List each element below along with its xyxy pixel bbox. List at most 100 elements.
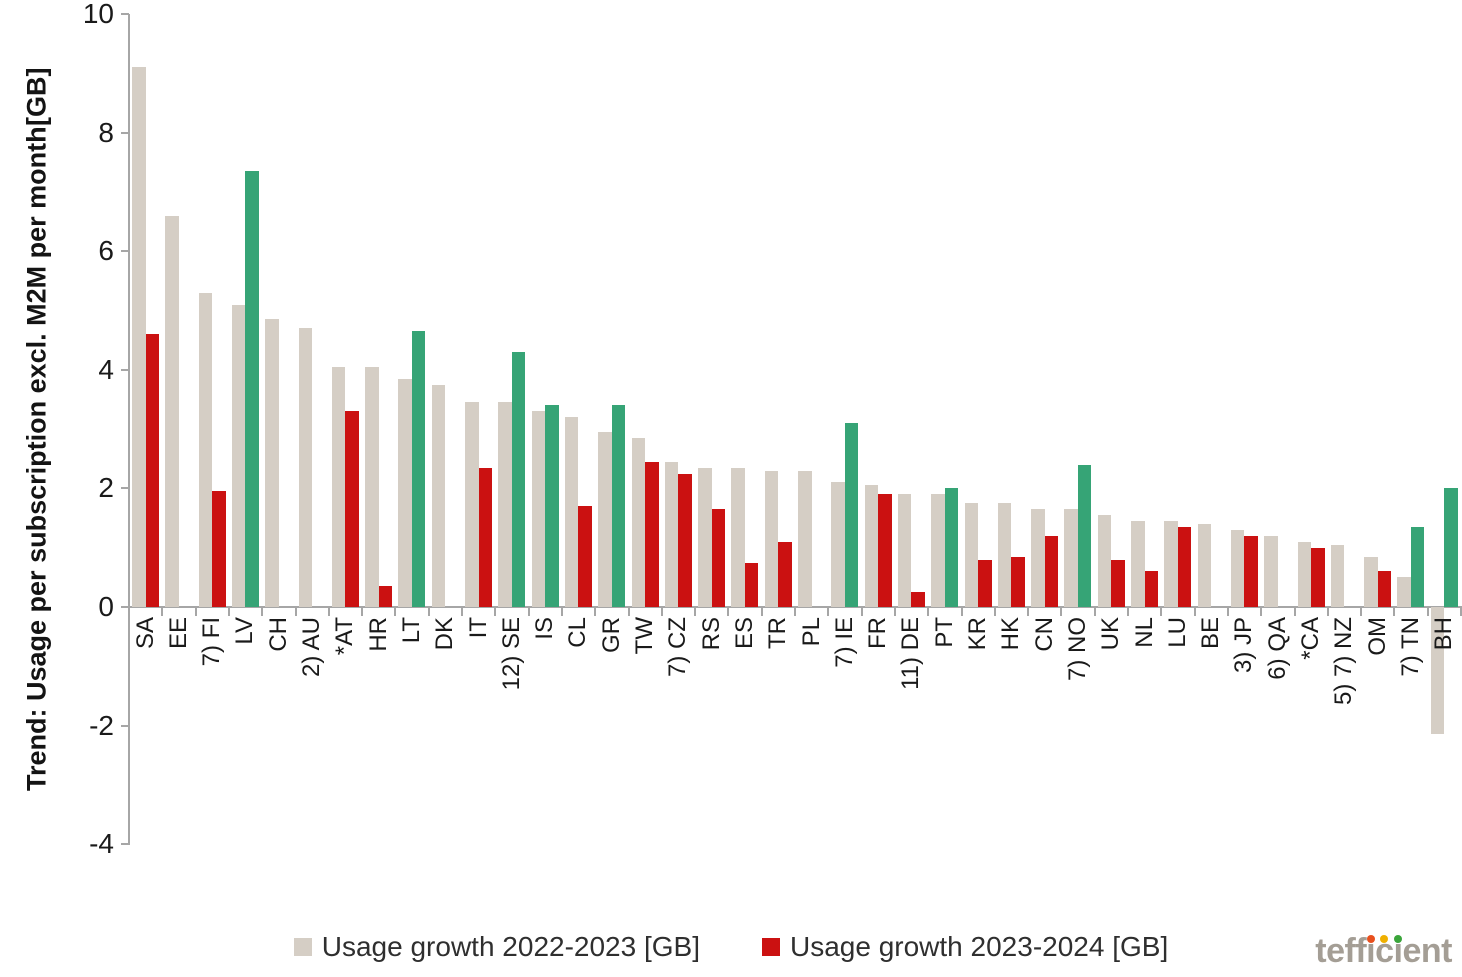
bar-2023-2024-KR	[978, 559, 992, 607]
y-tick-label: 4	[98, 353, 114, 385]
x-category-label: 3) JP	[1230, 617, 1258, 674]
logo-dot-red	[1366, 935, 1375, 943]
y-tick-label: -2	[89, 709, 114, 741]
x-category-label: PT	[930, 617, 958, 648]
bar-2022-2023-DK	[431, 384, 446, 607]
bar-2023-2024-PT	[944, 488, 959, 607]
bar-2022-2023-PT	[931, 494, 945, 607]
y-axis-title-line1: Trend: Usage per subscription excl. M2M …	[21, 125, 52, 791]
bar-2023-2024-SA	[145, 334, 159, 607]
x-category-label: 7) TN	[1396, 617, 1424, 677]
x-axis-tick	[760, 608, 763, 616]
logo-letter-i2: ı	[1393, 932, 1403, 970]
bar-2023-2024-NL	[1144, 571, 1158, 607]
x-axis-tick	[527, 608, 530, 616]
x-category-label: 7) CZ	[664, 617, 692, 677]
x-category-label: IT	[464, 617, 492, 639]
x-category-label: TR	[764, 617, 792, 649]
bar-2022-2023-TW	[631, 437, 645, 607]
x-axis-tick	[694, 608, 697, 616]
y-axis-tick	[121, 250, 129, 253]
x-axis-tick	[594, 608, 597, 616]
bar-2022-2023-IS	[531, 411, 546, 607]
bar-2023-2024-ES	[744, 562, 759, 607]
bar-2022-2023-CH	[265, 319, 279, 607]
x-category-label: PL	[797, 617, 825, 647]
logo-letter-c: c	[1375, 932, 1394, 970]
bar-2023-2024-TR	[778, 541, 792, 607]
x-category-label: GR	[597, 617, 625, 653]
bar-2023-2024-7) FI	[212, 491, 226, 607]
logo-dot-yellow	[1380, 935, 1389, 943]
x-axis-tick	[394, 608, 397, 616]
x-category-label: *AT	[331, 617, 359, 656]
x-category-label: LU	[1163, 617, 1191, 648]
x-axis-tick	[827, 608, 830, 616]
bar-2023-2024-RS	[711, 509, 726, 607]
x-category-label: *CA	[1297, 617, 1324, 660]
y-tick-label: 2	[98, 472, 114, 504]
x-category-label: OM	[1363, 617, 1391, 656]
bar-2022-2023-12) SE	[498, 402, 512, 607]
x-category-label: NL	[1130, 617, 1158, 648]
bar-2023-2024-UK	[1111, 559, 1125, 607]
x-axis-tick	[494, 608, 497, 616]
bar-2022-2023-7) NO	[1064, 509, 1078, 607]
bar-2023-2024-3) JP	[1244, 535, 1258, 607]
x-axis-tick	[1193, 608, 1196, 616]
x-axis-tick	[893, 608, 896, 616]
x-category-label: 6) QA	[1263, 617, 1291, 680]
x-axis-tick	[227, 608, 230, 616]
bar-2022-2023-SA	[132, 67, 146, 607]
x-axis-tick	[1360, 608, 1363, 616]
bar-2022-2023-RS	[698, 467, 712, 607]
x-category-label: HR	[364, 617, 392, 652]
bar-2023-2024-CL	[578, 506, 592, 607]
x-category-label: CL	[564, 617, 592, 648]
x-category-label: EE	[164, 617, 192, 650]
x-axis-tick	[1060, 608, 1063, 616]
x-axis-tick	[1226, 608, 1229, 616]
bar-2023-2024-7) NO	[1077, 464, 1092, 607]
bar-2023-2024-LT	[411, 331, 426, 607]
x-axis-tick	[194, 608, 197, 616]
x-category-label: BE	[1197, 617, 1225, 650]
legend-label-2022-2023: Usage growth 2022-2023 [GB]	[321, 931, 700, 962]
tefficient-logo: teffı c ı ent	[1315, 931, 1452, 971]
bar-2023-2024-7) TN	[1410, 526, 1425, 607]
bar-2022-2023-GR	[598, 432, 612, 607]
legend: Usage growth 2022-2023 [GB] Usage growth…	[0, 932, 1462, 962]
bar-2023-2024-LV	[245, 171, 259, 607]
x-axis-tick	[361, 608, 364, 616]
bar-2023-2024-HK	[1011, 556, 1025, 607]
bar-2022-2023-NL	[1131, 521, 1145, 607]
x-axis-tick	[461, 608, 463, 616]
x-category-label: CN	[1030, 617, 1058, 652]
x-axis-tick	[261, 608, 264, 616]
x-category-label: 7) IE	[830, 617, 858, 668]
bar-2022-2023-7) CZ	[664, 461, 679, 607]
legend-item-2022-2023: Usage growth 2022-2023 [GB]	[293, 931, 700, 962]
x-axis-tick	[327, 608, 330, 616]
y-axis-tick	[121, 843, 129, 846]
x-category-label: ES	[730, 617, 758, 650]
bar-2023-2024-TW	[645, 461, 659, 607]
x-category-label: IS	[531, 617, 559, 640]
x-axis-tick	[960, 608, 963, 616]
bar-2022-2023-EE	[165, 215, 179, 607]
x-axis-tick	[1293, 608, 1296, 616]
x-axis-tick	[1160, 608, 1163, 616]
bar-2023-2024-HR	[378, 586, 393, 607]
bar-2022-2023-CN	[1031, 509, 1045, 607]
x-axis-tick	[860, 608, 863, 616]
x-category-label: 7) NO	[1063, 617, 1091, 682]
bar-2022-2023-BE	[1197, 523, 1212, 607]
bar-2022-2023-CL	[564, 417, 579, 607]
x-category-label: LT	[397, 617, 425, 644]
x-axis-tick	[1326, 608, 1329, 616]
x-axis-tick	[294, 608, 297, 616]
bar-2022-2023-LT	[398, 378, 412, 607]
bar-2022-2023-TR	[764, 470, 779, 607]
y-tick-label: 6	[98, 235, 114, 267]
x-axis-tick	[161, 608, 164, 616]
